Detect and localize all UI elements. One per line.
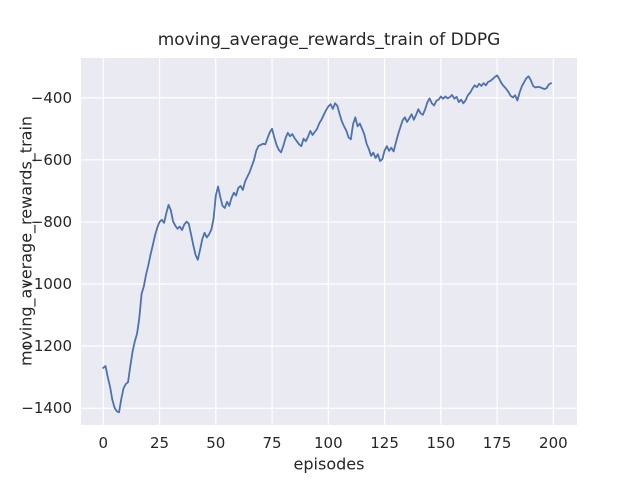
y-tick-label: −800 <box>30 212 72 231</box>
y-tick-label: −1200 <box>21 337 72 356</box>
x-tick-label: 75 <box>262 434 282 452</box>
x-tick-label: 100 <box>313 434 343 452</box>
x-tick-label: 0 <box>98 434 109 452</box>
y-tick-label: −600 <box>30 150 72 169</box>
y-tick-label: −1400 <box>21 399 72 418</box>
y-tick-label: −400 <box>30 88 72 107</box>
y-tick-label: −1000 <box>21 275 72 294</box>
x-tick-label: 150 <box>426 434 456 452</box>
data-line-ddpg <box>102 74 553 414</box>
x-tick-label: 200 <box>539 434 568 452</box>
x-axis-label: episodes <box>293 454 365 474</box>
x-tick-label: 50 <box>206 434 226 452</box>
x-tick-label: 175 <box>482 434 512 452</box>
x-tick-label: 25 <box>149 434 170 452</box>
axes-background <box>81 58 577 425</box>
x-tick-label: 125 <box>370 434 399 452</box>
chart-title: moving_average_rewards_train of DDPG <box>157 30 501 50</box>
